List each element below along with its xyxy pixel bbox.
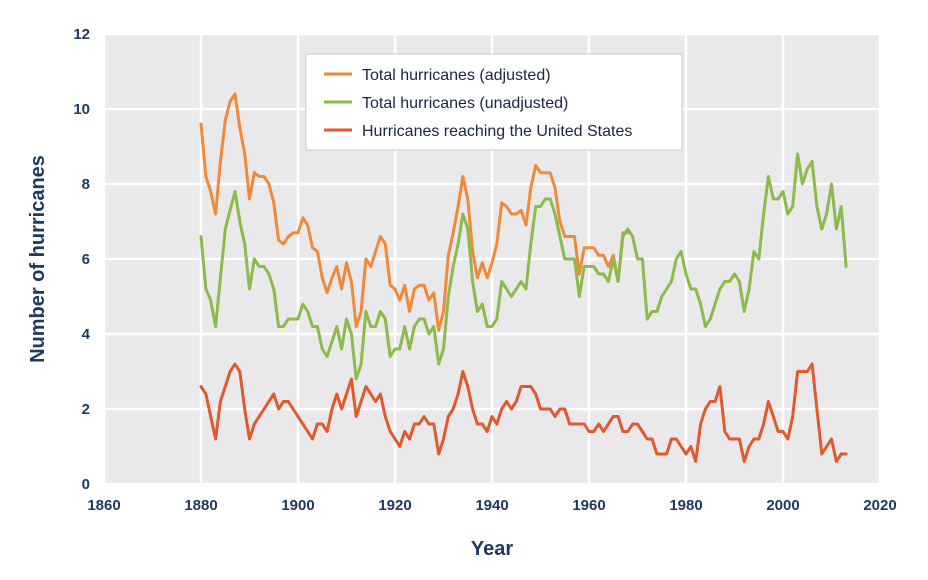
- y-tick-label: 6: [82, 251, 90, 268]
- x-tick-label: 1860: [87, 497, 120, 514]
- tick-labels: 1860 1880 1900 1920 1940 1960 1980 2000 2020 0 2 4 6…: [73, 26, 896, 514]
- y-axis-title: Number of hurricanes: [27, 155, 49, 363]
- series-line-2: [199, 152, 848, 381]
- y-tick-label: 12: [73, 26, 90, 43]
- y-tick-label: 8: [82, 176, 90, 193]
- x-tick-label: 1920: [378, 497, 411, 514]
- legend-label-1: Total hurricanes (adjusted): [362, 67, 551, 84]
- legend-label-2: Total hurricanes (unadjusted): [362, 95, 568, 112]
- x-tick-label: 1960: [572, 497, 605, 514]
- x-tick-label: 1980: [669, 497, 702, 514]
- y-tick-label: 4: [82, 326, 91, 343]
- series-line-1: [199, 92, 630, 332]
- x-tick-label: 1900: [281, 497, 314, 514]
- legend-box: [305, 53, 683, 151]
- x-axis-title: Year: [471, 538, 513, 560]
- x-tick-label: 1940: [475, 497, 508, 514]
- legend: Total hurricanes (adjusted) Total hurrica…: [305, 53, 683, 151]
- x-tick-label: 2020: [863, 497, 896, 514]
- series-line-3: [199, 362, 848, 463]
- y-tick-label: 2: [82, 401, 90, 418]
- y-tick-label: 0: [82, 476, 90, 493]
- y-tick-label: 10: [73, 101, 90, 118]
- x-tick-label: 1880: [184, 497, 217, 514]
- x-tick-label: 2000: [766, 497, 799, 514]
- series-lines: [199, 92, 848, 463]
- legend-label-3: Hurricanes reaching the United States: [362, 123, 632, 140]
- grid: [102, 32, 882, 486]
